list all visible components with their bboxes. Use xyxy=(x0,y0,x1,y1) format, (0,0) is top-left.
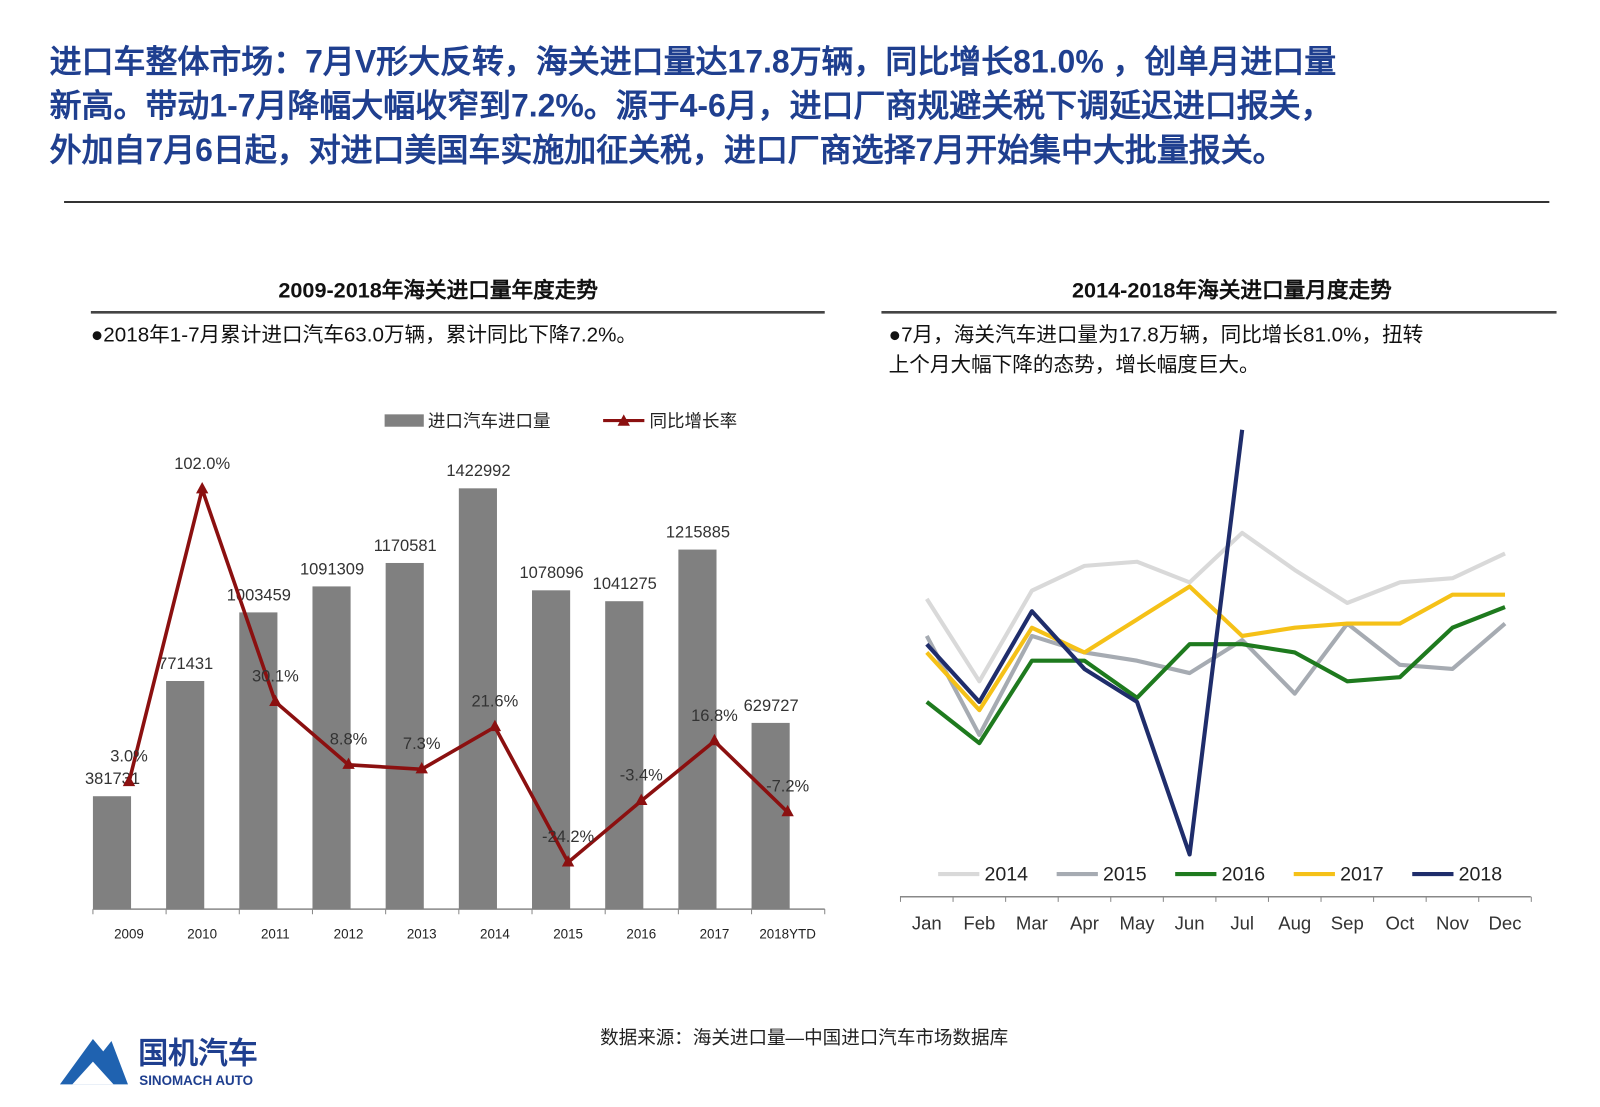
marker xyxy=(342,757,355,769)
data-label: 21.6% xyxy=(472,693,519,711)
x-tick-label: Aug xyxy=(1278,912,1311,933)
marker xyxy=(415,762,428,774)
x-tick-label: 2009 xyxy=(114,926,144,941)
legend-label: 同比增长率 xyxy=(650,411,738,431)
bar xyxy=(678,549,717,910)
bar xyxy=(312,586,351,910)
data-label: -24.2% xyxy=(542,828,595,846)
bar-label: 771431 xyxy=(158,655,213,673)
legend-label: 2018 xyxy=(1459,863,1503,885)
x-tick-label: Jul xyxy=(1230,912,1254,933)
marker xyxy=(561,855,575,867)
legend-swatch xyxy=(384,414,424,427)
line xyxy=(127,482,789,866)
headline: 外加自7月6日起，对进口美国车实施加征关税，进口厂商选择7月开始集中大批量报关。 xyxy=(50,132,1285,168)
x-tick-label: May xyxy=(1120,912,1156,933)
data-label: -7.2% xyxy=(766,778,809,796)
data-label: 102.0% xyxy=(174,455,230,473)
logo-mark xyxy=(72,1061,114,1085)
data-label: 8.8% xyxy=(330,730,368,748)
line xyxy=(925,429,1245,857)
marker xyxy=(708,733,721,746)
x-tick-label: Oct xyxy=(1385,912,1415,933)
marker xyxy=(635,793,648,806)
x-tick-label: 2010 xyxy=(187,926,217,941)
marker xyxy=(195,482,209,494)
legend-label: 2014 xyxy=(985,863,1029,885)
bar xyxy=(166,680,205,910)
note: 上个月大幅下降的态势，增长幅度巨大。 xyxy=(889,353,1260,376)
bar xyxy=(605,601,644,910)
chart-title: 2009-2018年海关进口量年度走势 xyxy=(278,277,598,302)
data-label: 3.0% xyxy=(110,748,148,766)
note: ●2018年1-7月累计进口汽车63.0万辆，累计同比下降7.2%。 xyxy=(91,323,637,346)
bar xyxy=(385,562,424,910)
headline: 进口车整体市场：7月V形大反转，海关进口量达17.8万辆，同比增长81.0% ，… xyxy=(50,43,1337,79)
line xyxy=(925,530,1506,684)
x-tick-label: Jan xyxy=(912,912,942,933)
bar xyxy=(239,612,278,910)
bar-label: 1041275 xyxy=(593,575,657,593)
x-tick-label: Dec xyxy=(1489,912,1522,933)
x-tick-label: Apr xyxy=(1070,912,1099,933)
logo-text: SINOMACH AUTO xyxy=(139,1073,253,1088)
x-tick-label: 2017 xyxy=(700,926,730,941)
bar-label: 1078096 xyxy=(520,564,584,582)
source: 数据来源：海关进口量—中国进口汽车市场数据库 xyxy=(600,1027,1008,1048)
x-tick-label: Jun xyxy=(1175,912,1205,933)
x-tick-label: 2013 xyxy=(407,926,437,941)
x-tick-label: 2014 xyxy=(480,926,510,941)
bar xyxy=(458,488,497,910)
x-tick-label: 2018YTD xyxy=(759,926,816,941)
line xyxy=(925,584,1506,713)
legend-marker xyxy=(617,414,630,426)
x-tick-label: Sep xyxy=(1331,912,1364,933)
x-tick-label: 2015 xyxy=(553,926,583,941)
data-label: -3.4% xyxy=(620,767,663,785)
bar-label: 1215885 xyxy=(666,523,730,541)
bar-label: 629727 xyxy=(744,697,799,715)
logo-text: 国机汽车 xyxy=(138,1036,258,1070)
x-tick-label: Mar xyxy=(1016,912,1048,933)
data-label: 16.8% xyxy=(691,707,738,725)
legend-label: 2015 xyxy=(1103,863,1147,885)
x-tick-label: 2011 xyxy=(261,926,290,941)
bar-label: 1091309 xyxy=(300,560,364,578)
note: ●7月，海关汽车进口量为17.8万辆，同比增长81.0%，扭转 xyxy=(889,323,1424,346)
marker xyxy=(269,694,282,706)
x-tick-label: 2016 xyxy=(626,926,656,941)
logo-mark xyxy=(59,1038,128,1085)
data-label: 30.1% xyxy=(252,667,299,685)
chart-title: 2014-2018年海关进口量月度走势 xyxy=(1072,277,1392,302)
bar-label: 1003459 xyxy=(227,586,291,604)
logo: 国机汽车 SINOMACH AUTO xyxy=(59,1036,258,1088)
bar-label: 1422992 xyxy=(446,462,510,480)
marker xyxy=(488,719,502,732)
bar xyxy=(92,796,132,910)
x-tick-label: Nov xyxy=(1436,912,1470,933)
marker xyxy=(122,774,136,787)
legend-label: 2017 xyxy=(1340,863,1384,885)
headline: 新高。带动1-7月降幅大幅收窄到7.2%。源于4-6月，进口厂商规避关税下调延迟… xyxy=(50,88,1333,124)
marker xyxy=(781,804,794,817)
data-label: 7.3% xyxy=(403,735,441,753)
bar xyxy=(532,590,571,910)
x-tick-label: Feb xyxy=(963,912,995,933)
legend-label: 2016 xyxy=(1222,863,1266,885)
x-tick-label: 2012 xyxy=(334,926,364,941)
bar-label: 1170581 xyxy=(374,537,437,555)
legend-label: 进口汽车进口量 xyxy=(428,411,551,431)
